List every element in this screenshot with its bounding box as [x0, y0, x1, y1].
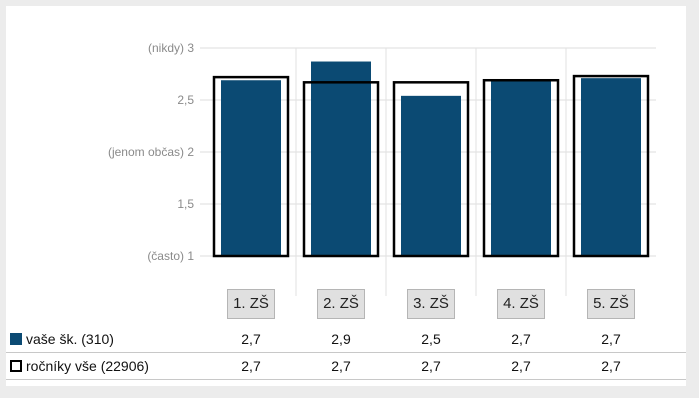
table-divider — [6, 352, 686, 353]
legend-label: ročníky vše (22906) — [26, 358, 149, 374]
bar-all-grades — [572, 74, 650, 258]
x-tick-label: 1. ZŠ — [227, 289, 275, 319]
bar-all-grades — [212, 75, 290, 258]
table-cell: 2,7 — [511, 358, 531, 374]
y-tick-label: 2,5 — [177, 93, 194, 107]
bar-school — [491, 79, 551, 256]
bar-all-grades — [392, 81, 470, 258]
y-tick-label: 1,5 — [177, 197, 194, 211]
chart-plot: (často) 1 1,5 (jenom občas) 2 2,5 (nikdy) 3 — [108, 41, 656, 296]
table-divider — [6, 379, 686, 380]
legend-entry: ročníky vše (22906) — [10, 355, 149, 378]
y-tick-label: (jenom občas) 2 — [108, 145, 194, 159]
table-cell: 2,7 — [511, 331, 531, 347]
table-row: vaše šk. (310) 2,7 2,9 2,5 2,7 2,7 — [6, 328, 686, 351]
x-tick-label: 4. ZŠ — [497, 289, 545, 319]
table-cell: 2,7 — [331, 358, 351, 374]
bar-school — [311, 61, 371, 256]
table-cell: 2,7 — [421, 358, 441, 374]
y-tick-label: (nikdy) 3 — [148, 41, 194, 55]
table-cell: 2,7 — [241, 331, 261, 347]
bar-school — [221, 80, 281, 257]
table-cell: 2,7 — [601, 358, 621, 374]
legend-swatch — [10, 333, 22, 345]
x-tick-label: 5. ZŠ — [587, 289, 635, 319]
table-cell: 2,5 — [421, 331, 441, 347]
legend-swatch — [10, 360, 22, 372]
chart-panel: (často) 1 1,5 (jenom občas) 2 2,5 (nikdy) 3 … — [6, 6, 686, 386]
table-cell: 2,9 — [331, 331, 351, 347]
legend-label: vaše šk. (310) — [26, 331, 114, 347]
table-cell: 2,7 — [241, 358, 261, 374]
table-cell: 2,7 — [601, 331, 621, 347]
x-tick-label: 3. ZŠ — [407, 289, 455, 319]
bar-school — [401, 95, 461, 256]
legend-entry: vaše šk. (310) — [10, 328, 114, 351]
bar-all-grades — [302, 81, 380, 258]
bar-all-grades — [482, 78, 560, 258]
bar-school — [581, 78, 641, 256]
x-tick-label: 2. ZŠ — [317, 289, 365, 319]
table-row: ročníky vše (22906) 2,7 2,7 2,7 2,7 2,7 — [6, 355, 686, 378]
y-tick-label: (často) 1 — [147, 249, 194, 263]
